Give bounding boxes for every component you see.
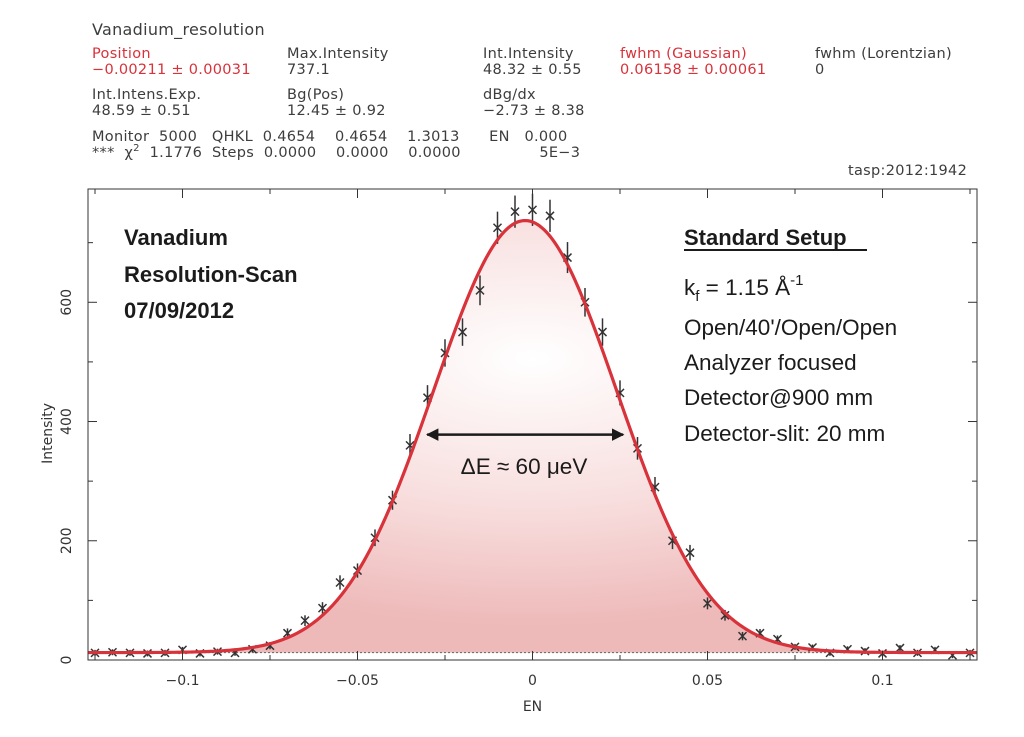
scan-date-label: 07/09/2012 (124, 298, 234, 323)
chi-rest: 1.1776 Steps 0.0000 0.0000 0.0000 5E−3 (139, 145, 581, 161)
param-label: fwhm (Gaussian) (620, 46, 747, 62)
chi-superscript: 2 (133, 143, 140, 155)
param-value: 0.06158 ± 0.00061 (620, 62, 767, 78)
detector-distance-label: Detector@900 mm (684, 385, 873, 410)
point-marker (300, 616, 310, 626)
kf-line: kf = 1.15 Å-1 (684, 272, 803, 305)
detector-slit-label: Detector-slit: 20 mm (684, 421, 885, 446)
x-tick-label: 0.1 (871, 673, 893, 689)
point-marker (720, 610, 730, 620)
data-point (335, 575, 345, 590)
energy-resolution-label: ΔE ≈ 60 μeV (461, 454, 588, 479)
point-marker (492, 223, 503, 233)
param-label: Bg(Pos) (287, 87, 345, 103)
point-marker (405, 440, 415, 450)
axis-ticks (88, 189, 977, 661)
y-tick-label: 0 (59, 656, 75, 665)
chi-line: *** χ2 1.1776 Steps 0.0000 0.0000 0.0000… (92, 143, 581, 161)
param-value: −0.00211 ± 0.00031 (92, 62, 251, 78)
param-label: Int.Intens.Exp. (92, 87, 202, 103)
data-point (457, 318, 468, 346)
kf-value: = 1.15 Å (699, 275, 790, 300)
point-marker (510, 207, 520, 217)
data-point (895, 643, 905, 653)
point-marker (282, 628, 293, 638)
gaussian-fit-curve (88, 218, 978, 655)
param-value: 0 (815, 62, 825, 78)
x-axis-label: EN (523, 699, 542, 715)
point-marker (457, 327, 468, 337)
scan-id: tasp:2012:1942 (848, 163, 968, 179)
param-value: 48.32 ± 0.55 (483, 62, 582, 78)
point-marker (545, 211, 555, 221)
point-marker (335, 577, 345, 588)
param-label: Int.Intensity (483, 46, 574, 62)
x-tick-label: 0.05 (692, 673, 723, 689)
param-label: Max.Intensity (287, 46, 389, 62)
point-marker (597, 327, 608, 337)
scan-type-label: Resolution-Scan (124, 262, 298, 287)
param-value: −2.73 ± 8.38 (483, 103, 585, 119)
scan-title: Vanadium_resolution (92, 20, 265, 39)
point-marker (317, 603, 328, 613)
monitor-line: Monitor 5000 QHKL 0.4654 0.4654 1.3013 E… (92, 129, 568, 145)
analyzer-label: Analyzer focused (684, 350, 857, 375)
data-point (545, 199, 555, 232)
data-point (702, 597, 713, 610)
kf-base: k (684, 275, 696, 300)
collimation-label: Open/40'/Open/Open (684, 315, 897, 340)
param-label: dBg/dx (483, 87, 536, 103)
point-marker (685, 548, 695, 558)
point-marker (422, 393, 433, 403)
x-tick-label: −0.1 (166, 673, 200, 689)
param-value: 737.1 (287, 62, 331, 78)
param-value: 48.59 ± 0.51 (92, 103, 191, 119)
data-point (597, 318, 608, 346)
data-point (475, 275, 485, 306)
sample-name-label: Vanadium (124, 225, 228, 250)
param-value: 12.45 ± 0.92 (287, 103, 386, 119)
kf-superscript: -1 (790, 272, 803, 289)
kf-subscript: f (695, 288, 700, 305)
param-label: Position (92, 46, 151, 62)
y-axis-label: Intensity (40, 403, 56, 464)
chi-prefix: *** χ (92, 145, 134, 161)
setup-title: Standard Setup (684, 225, 847, 250)
point-marker (702, 598, 713, 608)
x-tick-label: 0 (528, 673, 537, 689)
data-point (685, 544, 695, 561)
axis-tick-labels: −0.1 −0.05 0 0.05 0.1 0 200 400 600 (59, 289, 894, 689)
y-tick-label: 400 (59, 408, 75, 435)
data-point (300, 615, 310, 627)
param-label: fwhm (Lorentzian) (815, 46, 952, 62)
point-marker (737, 631, 748, 641)
point-marker (895, 643, 905, 653)
data-point (737, 631, 748, 641)
y-tick-label: 200 (59, 527, 75, 554)
x-tick-label: −0.05 (336, 673, 379, 689)
y-tick-label: 600 (59, 289, 75, 316)
point-marker (475, 285, 485, 295)
point-marker (527, 205, 538, 215)
